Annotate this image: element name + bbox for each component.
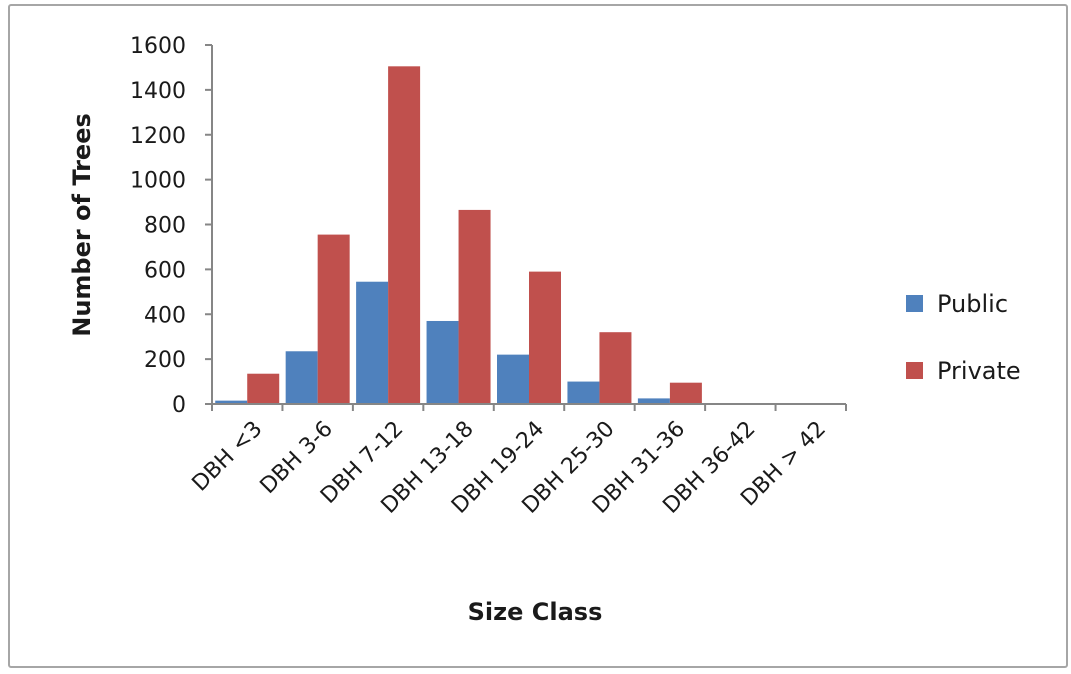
legend-label-private: Private [937,357,1021,385]
bar-public-3 [426,320,459,404]
bar-public-0 [215,400,248,404]
bar-public-1 [285,351,318,404]
y-tick-label: 400 [144,303,186,328]
legend-label-public: Public [937,290,1008,318]
y-tick-label: 1200 [130,124,186,149]
y-ticks: 0 200 400 600 800 1000 1200 1400 1600 [130,34,212,418]
y-tick-label: 1400 [130,79,186,104]
x-tick-label: DBH <3 [188,417,268,497]
bar-public-4 [497,354,529,404]
legend-swatch-private [906,362,923,379]
y-tick-label: 600 [144,258,186,283]
y-tick-label: 200 [144,348,186,373]
bar-private-5 [599,332,632,404]
bar-private-3 [458,209,491,404]
legend-swatch-public [906,295,923,312]
bar-private-2 [388,66,421,405]
legend: Public Private [906,290,1021,385]
bar-public-5 [567,381,600,404]
y-tick-label: 800 [144,214,186,239]
y-axis-title: Number of Trees [68,113,96,337]
bar-private-1 [317,234,350,404]
y-tick-label: 0 [172,393,186,418]
bars-layer [215,66,702,405]
bar-public-6 [637,398,670,404]
bar-private-6 [669,382,702,404]
bar-private-4 [529,271,561,404]
y-tick-label: 1600 [130,34,186,59]
x-axis-title: Size Class [468,598,603,626]
bar-private-0 [247,373,280,404]
bar-public-2 [356,281,389,404]
y-tick-label: 1000 [130,169,186,194]
